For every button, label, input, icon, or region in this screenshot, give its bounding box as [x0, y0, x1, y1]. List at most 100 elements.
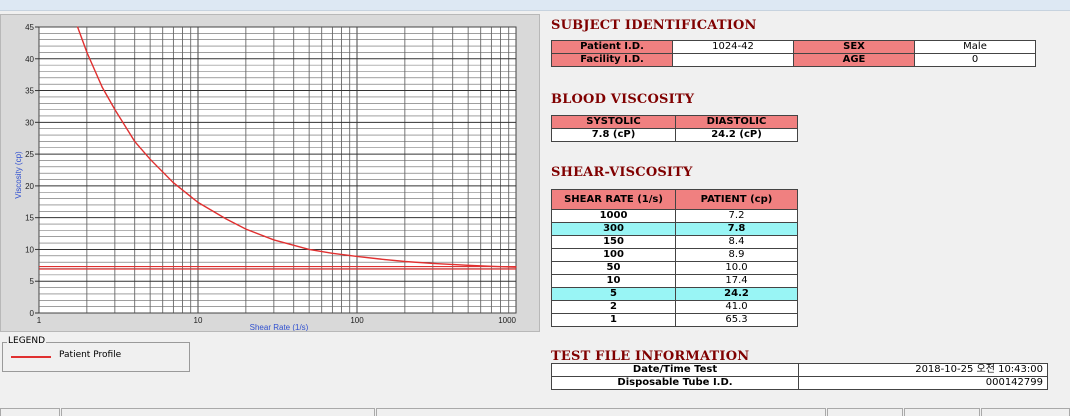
- data-point: [404, 260, 406, 263]
- table-row: 10 17.4: [551, 274, 798, 288]
- systolic-label: SYSTOLIC: [551, 115, 676, 129]
- data-point: [432, 262, 434, 264]
- subject-row: Facility I.D. AGE 0: [551, 53, 1036, 67]
- shear-title: SHEAR-VISCOSITY: [551, 165, 693, 180]
- blood-header-row: SYSTOLIC DIASTOLIC: [551, 115, 798, 129]
- patient-id-value: 1024-42: [672, 40, 794, 54]
- plot-area: [38, 26, 517, 314]
- data-point: [308, 248, 310, 250]
- date-value: 2018-10-25 오전 10:43:00: [798, 363, 1048, 377]
- y-tick-label: 35: [25, 87, 34, 96]
- y-tick-label: 20: [25, 182, 34, 191]
- age-label: AGE: [793, 53, 915, 67]
- status-pane: [904, 408, 980, 416]
- shear-rate-cell: 5: [551, 287, 676, 301]
- patient-value-cell: 10.0: [675, 261, 798, 275]
- file-title: TEST FILE INFORMATION: [551, 349, 750, 364]
- file-table: Date/Time Test 2018-10-25 오전 10:43:00 Di…: [551, 363, 1048, 390]
- data-point: [114, 109, 116, 111]
- diastolic-value: 24.2 (cP): [675, 128, 798, 142]
- patient-value-cell: 17.4: [675, 274, 798, 288]
- chart-svg: 0 5 10 15 20 25 30 35 40 45 1 10 100 1000 Shear Rate…: [14, 23, 517, 331]
- subject-table: Patient I.D. 1024-42 SEX Male Facility I…: [551, 40, 1036, 67]
- patient-value-cell: 7.8: [675, 222, 798, 236]
- shear-rate-header: SHEAR RATE (1/s): [551, 189, 676, 210]
- viscosity-chart: 0 5 10 15 20 25 30 35 40 45 1 10 100 1000 Shear Rate…: [0, 14, 540, 332]
- y-tick-label: 40: [25, 55, 34, 64]
- shear-rate-cell: 50: [551, 261, 676, 275]
- data-point: [172, 182, 174, 184]
- data-point: [245, 228, 247, 230]
- data-point: [197, 201, 199, 203]
- patient-value-cell: 7.2: [675, 209, 798, 223]
- shear-rate-cell: 1000: [551, 209, 676, 223]
- age-value: 0: [914, 53, 1036, 67]
- shear-rate-cell: 10: [551, 274, 676, 288]
- legend-swatch: [11, 356, 51, 358]
- patient-value-cell: 41.0: [675, 300, 798, 314]
- patient-id-label: Patient I.D.: [551, 40, 673, 54]
- tube-value: 000142799: [798, 376, 1048, 390]
- blood-title: BLOOD VISCOSITY: [551, 92, 695, 107]
- patient-value-cell: 65.3: [675, 313, 798, 327]
- y-tick-label: 10: [25, 245, 34, 254]
- data-point: [273, 239, 275, 241]
- patient-value-cell: 24.2: [675, 287, 798, 301]
- file-row: Disposable Tube I.D. 000142799: [551, 376, 1048, 390]
- facility-id-value: [672, 53, 794, 67]
- status-pane: [827, 408, 903, 416]
- shear-table: SHEAR RATE (1/s) PATIENT (cp) 1000 7.2 300…: [551, 189, 798, 327]
- y-tick-label: 25: [25, 150, 34, 159]
- series-line-patient-profile: [76, 26, 517, 268]
- data-point: [356, 255, 358, 257]
- shear-rate-cell: 150: [551, 235, 676, 249]
- systolic-value: 7.8 (cP): [551, 128, 676, 142]
- blood-table: SYSTOLIC DIASTOLIC 7.8 (cP) 24.2 (cP): [551, 115, 798, 142]
- tube-label: Disposable Tube I.D.: [551, 376, 799, 390]
- status-pane: [61, 408, 375, 416]
- sex-value: Male: [914, 40, 1036, 54]
- shear-rate-cell: 300: [551, 222, 676, 236]
- data-point: [384, 259, 386, 261]
- y-tick-label: 15: [25, 214, 34, 223]
- date-label: Date/Time Test: [551, 363, 799, 377]
- top-bar: [0, 0, 1070, 11]
- shear-header-row: SHEAR RATE (1/s) PATIENT (cp): [551, 189, 798, 210]
- blood-value-row: 7.8 (cP) 24.2 (cP): [551, 128, 798, 142]
- status-pane: [376, 408, 826, 416]
- data-point: [467, 264, 469, 266]
- x-tick-label: 10: [194, 316, 203, 325]
- shear-rate-cell: 1: [551, 313, 676, 327]
- data-point: [225, 218, 227, 220]
- patient-header: PATIENT (cp): [675, 189, 798, 210]
- subject-title: SUBJECT IDENTIFICATION: [551, 18, 757, 33]
- data-point: [77, 26, 79, 28]
- patient-value-cell: 8.9: [675, 248, 798, 262]
- facility-id-label: Facility I.D.: [551, 53, 673, 67]
- table-row: 5 24.2: [551, 287, 798, 301]
- table-row: 300 7.8: [551, 222, 798, 236]
- y-tick-label: 0: [30, 309, 35, 318]
- data-point: [331, 252, 333, 254]
- table-row: 2 41.0: [551, 300, 798, 314]
- legend-item-label: Patient Profile: [59, 350, 122, 360]
- status-pane: [0, 408, 60, 416]
- y-tick-label: 5: [30, 277, 35, 286]
- shear-rate-cell: 2: [551, 300, 676, 314]
- x-tick-label: 1000: [498, 316, 516, 325]
- data-point: [149, 158, 151, 160]
- x-tick-label: 1: [37, 316, 42, 325]
- data-point: [134, 140, 136, 142]
- legend-box: LEGEND Patient Profile: [2, 336, 190, 372]
- x-axis-label: Shear Rate (1/s): [250, 323, 309, 331]
- sex-label: SEX: [793, 40, 915, 54]
- shear-rate-cell: 100: [551, 248, 676, 262]
- y-tick-label: 45: [25, 23, 34, 32]
- legend-title: LEGEND: [7, 336, 47, 346]
- data-point: [101, 86, 103, 88]
- table-row: 150 8.4: [551, 235, 798, 249]
- y-axis-label: Viscosity (cp): [14, 151, 23, 199]
- data-point: [86, 51, 88, 54]
- file-row: Date/Time Test 2018-10-25 오전 10:43:00: [551, 363, 1048, 377]
- y-tick-label: 30: [25, 118, 34, 127]
